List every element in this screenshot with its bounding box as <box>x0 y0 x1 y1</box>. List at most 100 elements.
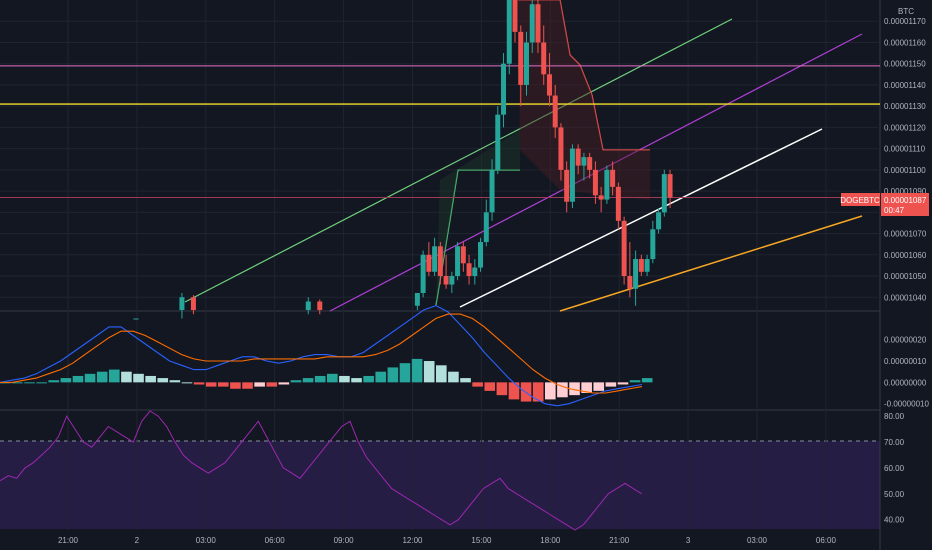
macd-histogram-bar <box>629 380 641 383</box>
candle-body <box>610 169 616 187</box>
macd-histogram-bar <box>60 378 72 383</box>
macd-histogram-bar <box>133 373 144 383</box>
candle-body <box>638 259 644 272</box>
macd-panel <box>0 305 653 407</box>
price-axis[interactable]: 0.00001040 0.00001050 0.00001060 0.00001070… <box>884 17 927 302</box>
candle-body <box>305 301 311 310</box>
candle-body <box>587 157 593 170</box>
macd-histogram-bar <box>36 382 47 384</box>
pair-label: DOGEBTC <box>840 196 880 205</box>
macd-histogram-bar <box>545 382 556 400</box>
time-tick-label: 06:00 <box>816 536 837 545</box>
candle-body <box>581 157 587 166</box>
candle-body <box>420 254 426 294</box>
macd-histogram-bar <box>423 361 435 383</box>
price-tick-label: 0.00001170 <box>884 17 926 26</box>
candle-body <box>523 42 529 85</box>
macd-histogram-bar <box>230 382 241 389</box>
candle-body <box>432 246 438 272</box>
macd-histogram-bar <box>302 378 314 383</box>
time-tick-label: 2 <box>135 536 140 545</box>
macd-histogram-bar <box>436 365 447 383</box>
price-tick-label: 0.00001100 <box>884 166 926 175</box>
rsi-tick-label: 70.00 <box>884 438 905 447</box>
candles <box>133 0 673 320</box>
candle-body <box>455 246 461 277</box>
candle-body <box>472 267 478 277</box>
macd-axis: 0.00000020 0.00000010 0.00000000 -0.0000001… <box>884 336 929 409</box>
time-tick-label: 21:00 <box>58 536 79 545</box>
macd-histogram-bar <box>157 378 169 383</box>
macd-histogram-bar <box>205 382 217 387</box>
macd-histogram-bar <box>218 382 229 387</box>
candle-body <box>656 212 662 230</box>
time-axis[interactable]: 21:00 2 03:00 06:00 09:00 12:00 15:00 18:00 21:0… <box>58 536 836 545</box>
candle-body <box>564 169 570 202</box>
price-tick-label: 0.00001160 <box>884 38 926 47</box>
price-tick-label: 0.00001110 <box>884 145 926 154</box>
candle-body <box>650 229 656 260</box>
macd-histogram-bar <box>472 382 483 387</box>
price-tick-label: 0.00001050 <box>884 272 927 281</box>
candle-body <box>644 259 650 272</box>
candle-body <box>661 174 667 213</box>
macd-histogram-bar <box>242 382 253 389</box>
macd-histogram-bar <box>581 382 592 394</box>
price-tick-label: 0.00001130 <box>884 102 926 111</box>
macd-histogram-bar <box>605 382 617 387</box>
trailing-stop-red <box>518 0 650 151</box>
trailing-stop-green <box>435 169 520 306</box>
macd-histogram-bar <box>641 378 653 383</box>
candle-body <box>575 148 581 166</box>
candle-body <box>483 212 489 243</box>
macd-histogram-bar <box>266 382 278 387</box>
price-tick-label: 0.00001140 <box>884 81 926 90</box>
candle-body <box>621 220 627 277</box>
price-tick-label: 0.00001150 <box>884 60 926 69</box>
macd-line <box>0 305 642 407</box>
macd-tick-label: -0.00000010 <box>884 400 929 409</box>
price-tick-label: 0.00001090 <box>884 187 927 196</box>
macd-histogram-bar <box>617 382 629 385</box>
macd-histogram-bar <box>278 382 290 385</box>
macd-histogram-bar <box>290 380 302 383</box>
last-price-label: 0.00001087 <box>884 196 927 205</box>
rsi-band <box>0 441 880 529</box>
last-price-tag: DOGEBTC 0.00001087 00:47 <box>840 193 929 216</box>
rsi-tick-label: 40.00 <box>884 516 905 525</box>
candle-body <box>489 169 495 213</box>
price-tick-label: 0.00001060 <box>884 251 927 260</box>
price-tick-label: 0.00001040 <box>884 293 927 302</box>
candle-body <box>495 114 501 170</box>
candle-body <box>518 31 524 85</box>
macd-histogram-bar <box>375 371 387 383</box>
candle-body <box>460 246 466 264</box>
candle-body <box>598 195 604 200</box>
candle-body <box>633 259 639 289</box>
macd-histogram-bar <box>557 382 568 398</box>
candle-body <box>478 242 484 268</box>
macd-histogram-bar <box>569 382 580 396</box>
currency-label: BTC <box>898 7 914 16</box>
macd-histogram-bar <box>181 382 193 384</box>
macd-tick-label: 0.00000010 <box>884 357 927 366</box>
macd-histogram-bar <box>339 375 350 383</box>
macd-tick-label: 0.00000020 <box>884 336 927 345</box>
time-tick-label: 09:00 <box>334 536 355 545</box>
macd-histogram-bar <box>48 380 60 383</box>
macd-histogram-bar <box>484 382 496 391</box>
macd-histogram-bar <box>12 382 23 384</box>
price-tick-label: 0.00001120 <box>884 123 926 132</box>
candle-body <box>506 0 512 64</box>
candle-body <box>133 318 139 320</box>
time-tick-label: 3 <box>686 536 691 545</box>
candle-body <box>443 276 449 285</box>
macd-histogram-bar <box>327 373 338 383</box>
candle-body <box>501 63 507 115</box>
macd-histogram-bar <box>460 378 471 383</box>
macd-histogram-bar <box>121 371 132 383</box>
candle-body <box>190 297 196 310</box>
trailing-stop-red-fill <box>518 0 650 200</box>
macd-histogram-bar <box>96 371 108 383</box>
